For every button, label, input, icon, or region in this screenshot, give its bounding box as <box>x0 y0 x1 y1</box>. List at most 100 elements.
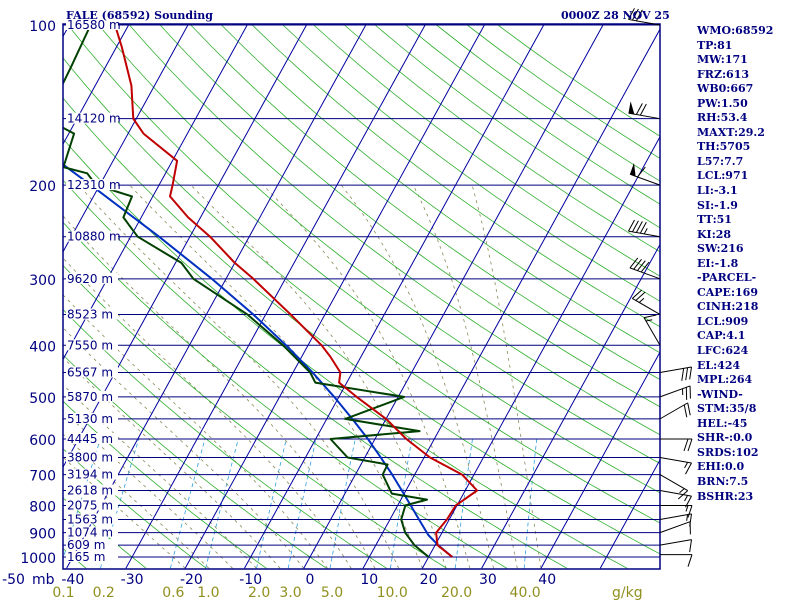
plot-frame <box>62 23 661 570</box>
height-label: 2618 m <box>67 484 113 498</box>
index-item: HEL:-45 <box>697 416 748 430</box>
height-label-bg <box>66 451 118 463</box>
height-label-bg <box>66 551 118 562</box>
wind-barb <box>628 219 661 238</box>
moist-adiabat-line <box>129 184 423 569</box>
dry-adiabat-line <box>251 24 660 328</box>
pressure-tick-label: 300 <box>29 273 56 289</box>
mixing-ratio-unit-label: g/kg <box>612 585 643 600</box>
height-label: 1563 m <box>67 512 113 526</box>
height-label-bg <box>66 513 118 525</box>
index-item: MW:171 <box>697 53 748 67</box>
mixing-ratio-tick-label: 40.0 <box>510 585 541 600</box>
index-item: EI:-1.8 <box>697 256 739 270</box>
height-label: 165 m <box>67 550 105 564</box>
moist-adiabat-line <box>63 433 210 569</box>
temp-tick-label: 0 <box>306 572 315 588</box>
mixing-ratio-tick-label: 0.2 <box>93 585 115 600</box>
pressure-tick-label: 500 <box>29 391 56 407</box>
isotherm-line <box>63 24 130 146</box>
mixing-ratio-tick-label: 3.0 <box>279 585 301 600</box>
moist-adiabat-line <box>63 294 328 569</box>
plot-border <box>62 23 661 570</box>
isotherm-line <box>125 24 427 569</box>
pressure-tick-label: 800 <box>29 499 56 515</box>
dry-adiabat-line <box>313 24 660 277</box>
index-item: TH:5705 <box>697 140 751 154</box>
index-item: CAPE:169 <box>697 285 758 299</box>
moist-adiabat-line <box>78 184 400 569</box>
index-item: EL:424 <box>697 358 741 372</box>
wind-barb <box>659 539 693 553</box>
height-label-bg <box>66 272 118 284</box>
dry-adiabat-line <box>63 264 448 569</box>
wind-barb <box>629 257 661 280</box>
index-item: L57:7.7 <box>697 154 744 168</box>
moist-adiabats <box>63 184 542 569</box>
moist-adiabat-line <box>471 184 542 569</box>
mixing-ratio-line <box>523 438 538 569</box>
isotherm-line <box>421 135 660 569</box>
height-label-bg <box>66 179 118 191</box>
sounding-traces <box>63 24 479 558</box>
dry-adiabat-line <box>63 308 387 569</box>
temp-tick-label: -30 <box>121 572 144 588</box>
wind-barb <box>659 521 691 535</box>
height-label: 3194 m <box>67 468 113 482</box>
index-item: MPL:264 <box>697 373 753 387</box>
index-item: RH:53.4 <box>697 111 748 125</box>
index-item: SW:216 <box>697 242 744 256</box>
height-label: 14120 m <box>67 112 121 126</box>
dry-adiabat-line <box>159 24 660 408</box>
index-item: BSHR:23 <box>697 489 754 503</box>
wind-barb <box>659 366 693 381</box>
wind-barb <box>659 385 691 400</box>
observation-time: 0000Z 28 NOV 25 <box>561 9 670 22</box>
isotherm-line <box>540 351 660 569</box>
moist-adiabat-line <box>63 327 305 569</box>
height-label: 12310 m <box>67 178 121 192</box>
wind-barbs <box>628 8 693 567</box>
isotherms <box>63 24 660 569</box>
height-label-bg <box>66 339 118 351</box>
pressure-tick-label: 200 <box>29 179 56 195</box>
wind-barb <box>628 101 661 120</box>
dry-adiabat-line <box>63 221 508 569</box>
height-label-bg <box>66 308 118 320</box>
height-label-bg <box>66 112 118 124</box>
mixing-ratio-tick-label: 20.0 <box>441 585 472 600</box>
dry-adiabat-line <box>344 24 660 253</box>
temp-tick-label: -50 <box>2 572 25 588</box>
index-item: LCL:971 <box>697 169 749 183</box>
index-item: -WIND- <box>697 387 743 401</box>
wind-barb <box>643 314 661 346</box>
height-label: 2075 m <box>67 498 113 512</box>
height-label: 16580 m <box>67 18 121 32</box>
height-label-bg <box>66 484 118 496</box>
index-item: PW:1.50 <box>697 96 748 110</box>
pressure-tick-label: 600 <box>29 433 56 449</box>
index-item: CAP:4.1 <box>697 329 746 343</box>
index-item: MAXT:29.2 <box>697 125 765 139</box>
dry-adiabat-line <box>63 97 660 555</box>
height-label: 7550 m <box>67 338 113 352</box>
pressure-unit-label: mb <box>32 572 55 588</box>
height-label-bg <box>66 526 118 538</box>
height-label: 609 m <box>67 538 105 552</box>
temp-tick-label: 30 <box>479 572 497 588</box>
dry-adiabats <box>63 24 660 569</box>
mixing-ratio-tick-label: 2.0 <box>248 585 270 600</box>
temp-tick-label: -10 <box>239 572 262 588</box>
dry-adiabat-line <box>63 354 327 569</box>
height-label: 3800 m <box>67 450 113 464</box>
height-label-bg <box>66 230 118 242</box>
index-item: WB0:667 <box>697 82 754 96</box>
height-label: 4445 m <box>67 432 113 446</box>
index-item: BRN:7.5 <box>697 474 749 488</box>
index-item: SI:-1.9 <box>697 198 738 212</box>
isotherm-line <box>481 243 660 569</box>
wind-barb <box>660 554 693 567</box>
mixing-ratio-tick-label: 5.0 <box>321 585 343 600</box>
dry-adiabat-line <box>63 400 267 569</box>
mixing-ratio-tick-label: 10.0 <box>377 585 408 600</box>
